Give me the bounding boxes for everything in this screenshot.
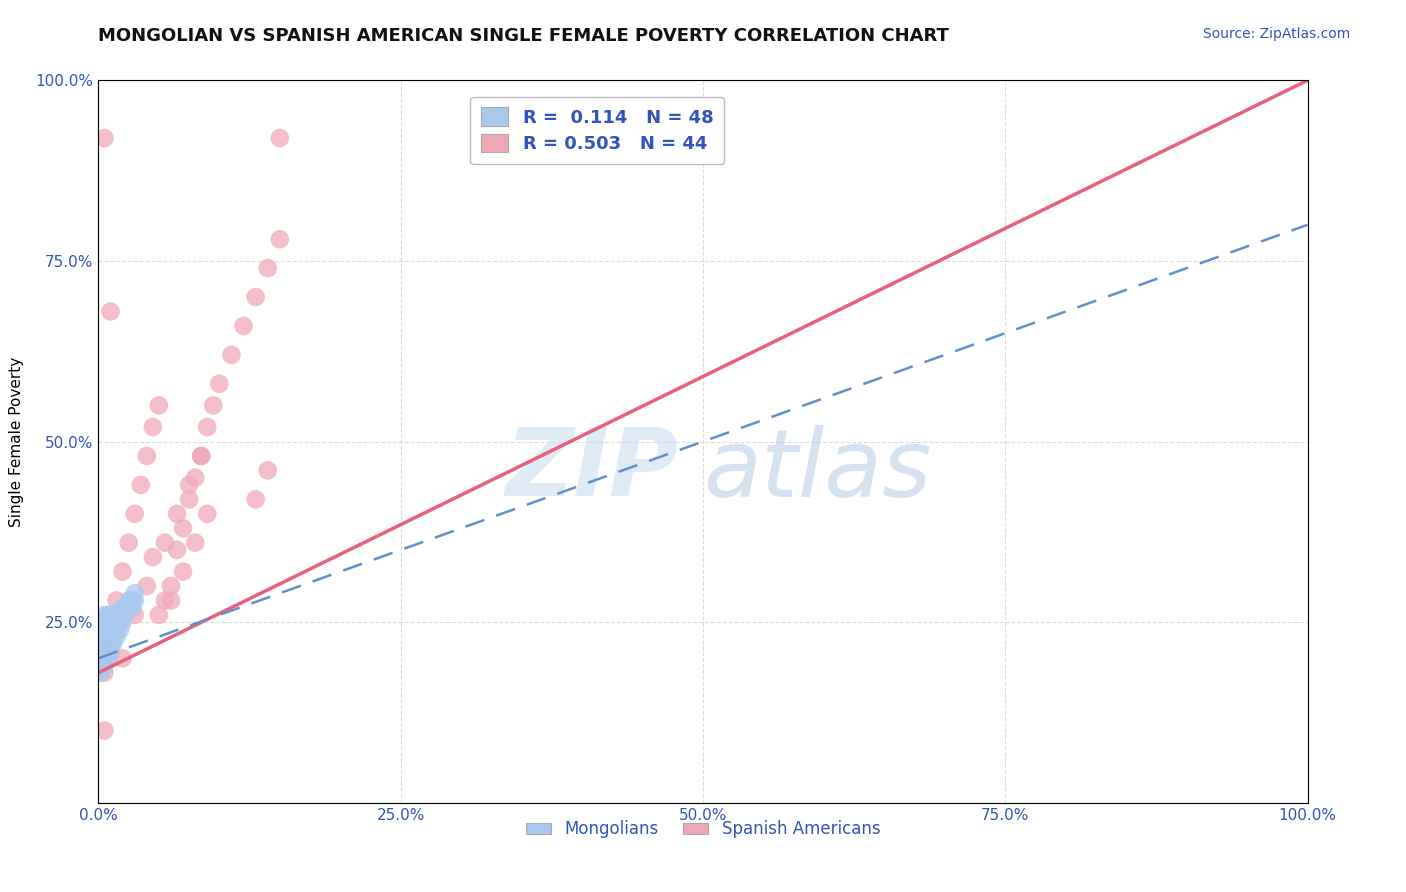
- Point: [93, 615, 115, 630]
- Point: [269, 131, 291, 145]
- Point: [111, 607, 134, 622]
- Point: [93, 651, 115, 665]
- Point: [97, 615, 120, 630]
- Point: [111, 565, 134, 579]
- Point: [153, 593, 176, 607]
- Point: [91, 651, 114, 665]
- Point: [94, 644, 117, 658]
- Point: [232, 318, 254, 333]
- Text: Source: ZipAtlas.com: Source: ZipAtlas.com: [1202, 27, 1350, 41]
- Point: [124, 593, 146, 607]
- Point: [195, 507, 218, 521]
- Point: [148, 398, 170, 412]
- Point: [142, 420, 165, 434]
- Point: [108, 607, 131, 622]
- Point: [179, 492, 201, 507]
- Point: [105, 615, 128, 630]
- Point: [105, 593, 128, 607]
- Point: [269, 232, 291, 246]
- Point: [100, 630, 122, 644]
- Point: [100, 637, 122, 651]
- Point: [100, 607, 122, 622]
- Point: [93, 607, 115, 622]
- Point: [97, 607, 120, 622]
- Point: [172, 521, 194, 535]
- Point: [93, 665, 115, 680]
- Point: [93, 623, 115, 637]
- Point: [90, 665, 112, 680]
- Point: [111, 651, 134, 665]
- Point: [142, 550, 165, 565]
- Point: [114, 600, 136, 615]
- Point: [160, 593, 183, 607]
- Point: [129, 478, 152, 492]
- Text: atlas: atlas: [703, 425, 931, 516]
- Point: [121, 600, 143, 615]
- Point: [97, 644, 120, 658]
- Point: [179, 478, 201, 492]
- Point: [190, 449, 212, 463]
- Point: [105, 623, 128, 637]
- Point: [114, 607, 136, 622]
- Point: [172, 565, 194, 579]
- Point: [245, 492, 267, 507]
- Point: [202, 398, 225, 412]
- Point: [105, 630, 128, 644]
- Point: [160, 579, 183, 593]
- Point: [93, 131, 115, 145]
- Point: [100, 623, 122, 637]
- Point: [100, 644, 122, 658]
- Point: [100, 615, 122, 630]
- Point: [245, 290, 267, 304]
- Point: [97, 637, 120, 651]
- Point: [101, 607, 124, 622]
- Point: [101, 637, 124, 651]
- Point: [118, 600, 141, 615]
- Point: [91, 658, 114, 673]
- Point: [184, 470, 207, 484]
- Point: [135, 449, 157, 463]
- Point: [166, 507, 188, 521]
- Point: [221, 348, 243, 362]
- Point: [93, 637, 115, 651]
- Point: [148, 607, 170, 622]
- Point: [93, 658, 115, 673]
- Point: [256, 261, 278, 276]
- Point: [100, 304, 122, 318]
- Point: [97, 623, 120, 637]
- Point: [118, 535, 141, 549]
- Point: [135, 579, 157, 593]
- Point: [93, 723, 115, 738]
- Point: [108, 615, 131, 630]
- Point: [93, 644, 115, 658]
- Point: [108, 623, 131, 637]
- Point: [97, 630, 120, 644]
- Point: [190, 449, 212, 463]
- Point: [124, 507, 146, 521]
- Point: [111, 615, 134, 630]
- Point: [100, 637, 122, 651]
- Point: [124, 607, 146, 622]
- Point: [93, 630, 115, 644]
- Point: [166, 542, 188, 557]
- Y-axis label: Single Female Poverty: Single Female Poverty: [10, 357, 24, 526]
- Legend: Mongolians, Spanish Americans: Mongolians, Spanish Americans: [519, 814, 887, 845]
- Point: [101, 623, 124, 637]
- Point: [118, 593, 141, 607]
- Point: [101, 630, 124, 644]
- Text: ZIP: ZIP: [506, 425, 679, 516]
- Text: MONGOLIAN VS SPANISH AMERICAN SINGLE FEMALE POVERTY CORRELATION CHART: MONGOLIAN VS SPANISH AMERICAN SINGLE FEM…: [98, 27, 949, 45]
- Point: [121, 593, 143, 607]
- Point: [153, 535, 176, 549]
- Point: [124, 586, 146, 600]
- Point: [184, 535, 207, 549]
- Point: [195, 420, 218, 434]
- Point: [101, 615, 124, 630]
- Point: [105, 607, 128, 622]
- Point: [97, 651, 120, 665]
- Point: [208, 376, 231, 391]
- Point: [111, 600, 134, 615]
- Point: [256, 463, 278, 477]
